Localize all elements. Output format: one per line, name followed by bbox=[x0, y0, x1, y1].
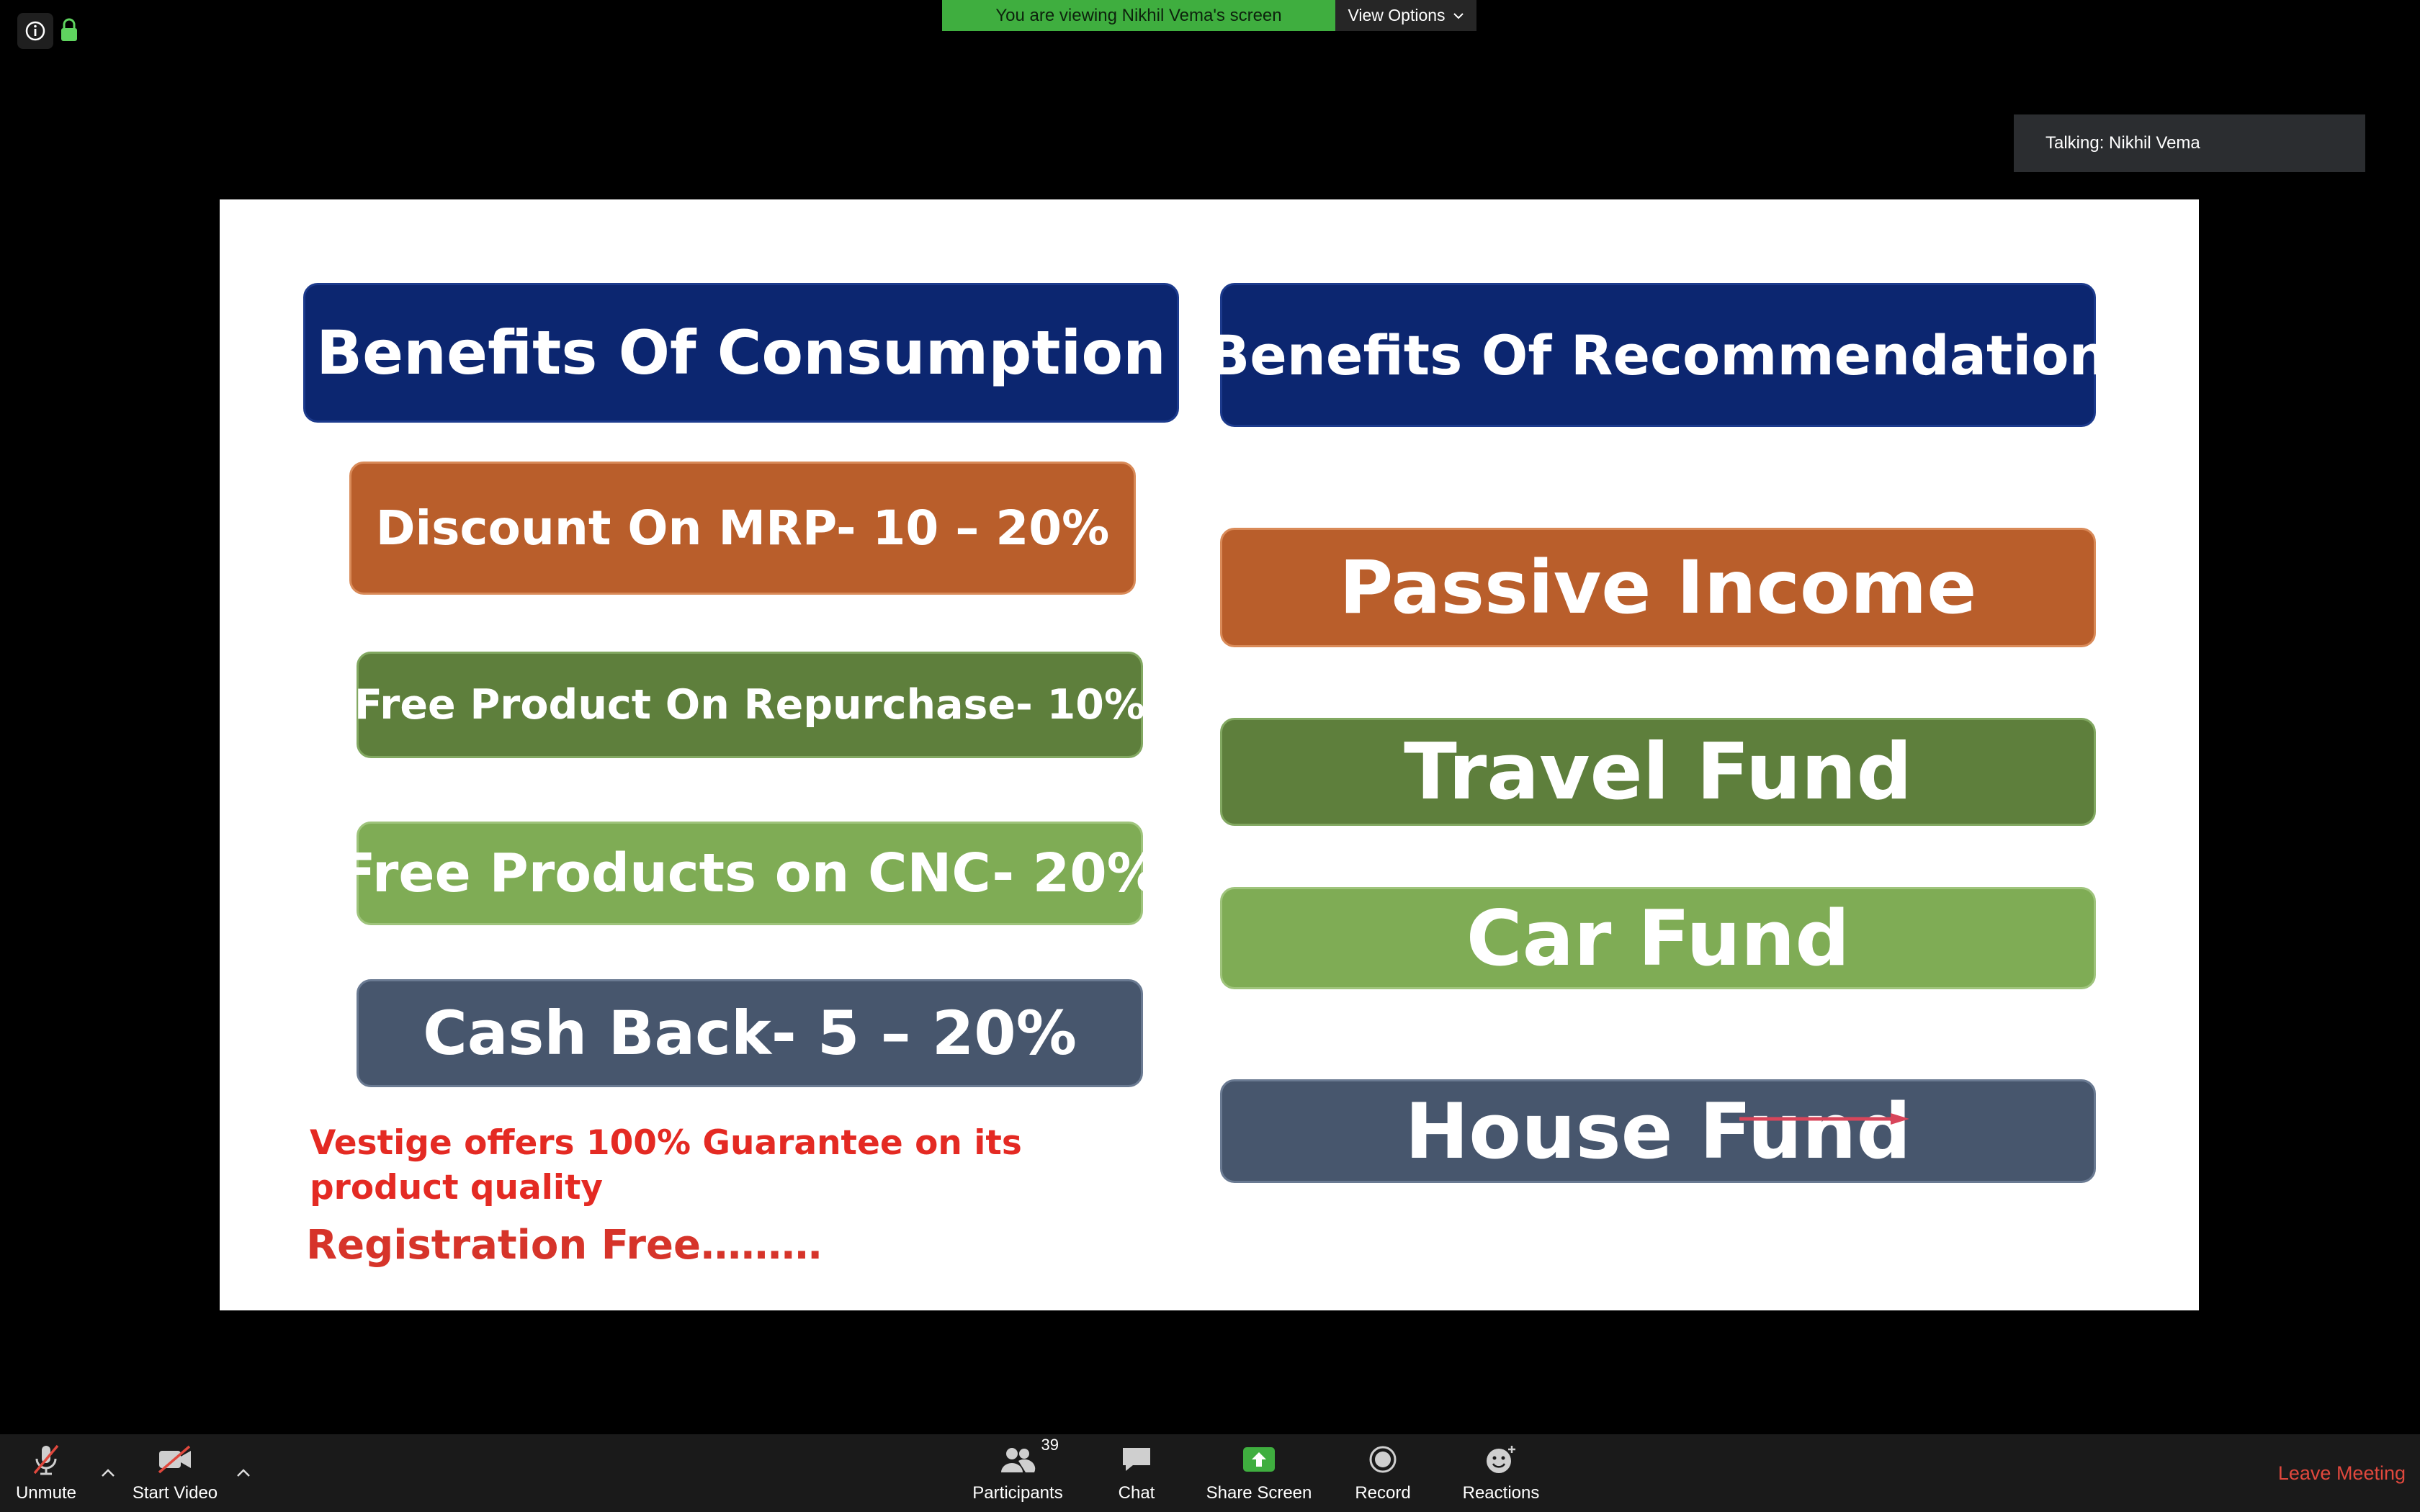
chat-bubble-icon bbox=[1117, 1443, 1156, 1476]
video-options-caret[interactable] bbox=[229, 1434, 258, 1512]
left-item-free-product-repurchase: Free Product On Repurchase- 10% bbox=[354, 652, 1146, 758]
left-item-text: Cash Back- 5 – 20% bbox=[423, 998, 1077, 1068]
share-screen-button[interactable]: Share Screen bbox=[1201, 1434, 1317, 1512]
view-options-button[interactable]: View Options bbox=[1335, 0, 1476, 31]
right-item-car-fund: Car Fund bbox=[1220, 887, 2096, 989]
right-item-text: Passive Income bbox=[1339, 544, 1977, 631]
active-speaker-indicator: Talking: Nikhil Vema bbox=[2014, 114, 2365, 172]
left-item-free-products-cnc: Free Products on CNC- 20% bbox=[339, 822, 1160, 925]
meeting-toolbar: Unmute Start Video bbox=[0, 1434, 2420, 1512]
video-camera-off-icon bbox=[156, 1443, 194, 1476]
reactions-label: Reactions bbox=[1462, 1483, 1540, 1503]
active-speaker-label: Talking: Nikhil Vema bbox=[2045, 133, 2200, 153]
left-item-cash-back: Cash Back- 5 – 20% bbox=[357, 979, 1143, 1087]
chat-label: Chat bbox=[1118, 1483, 1155, 1503]
viewing-screen-banner: You are viewing Nikhil Vema's screen bbox=[942, 0, 1335, 31]
right-item-text: House Fund bbox=[1404, 1086, 1912, 1176]
view-options-label: View Options bbox=[1348, 6, 1446, 24]
leave-meeting-button[interactable]: Leave Meeting bbox=[2278, 1434, 2406, 1512]
leave-meeting-label: Leave Meeting bbox=[2277, 1462, 2406, 1484]
meeting-info-icon[interactable] bbox=[17, 13, 53, 49]
unmute-button[interactable]: Unmute bbox=[13, 1434, 79, 1512]
right-item-travel-fund: Travel Fund bbox=[1220, 718, 2096, 826]
guarantee-text: Vestige offers 100% Guarantee on its pro… bbox=[310, 1123, 1022, 1207]
share-screen-label: Share Screen bbox=[1206, 1483, 1312, 1503]
registration-text: Registration Free……… bbox=[306, 1222, 822, 1269]
chat-button[interactable]: Chat bbox=[1102, 1434, 1171, 1512]
left-item-text: Free Products on CNC- 20% bbox=[339, 842, 1160, 904]
chevron-up-icon bbox=[102, 1469, 115, 1477]
microphone-muted-icon bbox=[27, 1443, 66, 1476]
viewing-screen-text: You are viewing Nikhil Vema's screen bbox=[995, 5, 1282, 25]
left-heading-text: Benefits Of Consumption bbox=[316, 318, 1166, 388]
audio-options-caret[interactable] bbox=[94, 1434, 122, 1512]
pointer-arrow-icon bbox=[1739, 1113, 1909, 1125]
chevron-down-icon bbox=[1453, 12, 1464, 19]
record-label: Record bbox=[1355, 1483, 1411, 1503]
record-button[interactable]: Record bbox=[1348, 1434, 1417, 1512]
left-item-text: Free Product On Repurchase- 10% bbox=[354, 681, 1146, 729]
share-screen-icon bbox=[1240, 1443, 1278, 1476]
right-heading-text: Benefits Of Recommendation bbox=[1208, 323, 2108, 387]
left-heading: Benefits Of Consumption bbox=[303, 283, 1179, 423]
participants-count: 39 bbox=[1041, 1436, 1059, 1454]
right-heading: Benefits Of Recommendation bbox=[1208, 283, 2108, 427]
participants-label: Participants bbox=[972, 1483, 1063, 1503]
left-item-discount: Discount On MRP- 10 – 20% bbox=[349, 462, 1136, 595]
record-icon bbox=[1363, 1443, 1402, 1476]
chevron-up-icon bbox=[237, 1469, 250, 1477]
right-item-text: Car Fund bbox=[1466, 894, 1850, 983]
participants-icon: 39 bbox=[998, 1436, 1059, 1476]
unmute-label: Unmute bbox=[15, 1483, 77, 1503]
reactions-button[interactable]: Reactions bbox=[1458, 1434, 1544, 1512]
start-video-label: Start Video bbox=[132, 1483, 218, 1503]
participants-button[interactable]: 39 Participants bbox=[969, 1434, 1067, 1512]
encryption-lock-icon[interactable] bbox=[58, 16, 81, 45]
left-item-text: Discount On MRP- 10 – 20% bbox=[375, 500, 1110, 556]
start-video-button[interactable]: Start Video bbox=[128, 1434, 222, 1512]
right-item-text: Travel Fund bbox=[1404, 726, 1912, 817]
shared-screen-slide: Benefits Of Consumption Benefits Of Reco… bbox=[220, 199, 2199, 1310]
right-item-house-fund: House Fund bbox=[1220, 1079, 2096, 1183]
reactions-smiley-icon bbox=[1482, 1443, 1520, 1476]
right-item-passive-income: Passive Income bbox=[1220, 528, 2096, 647]
